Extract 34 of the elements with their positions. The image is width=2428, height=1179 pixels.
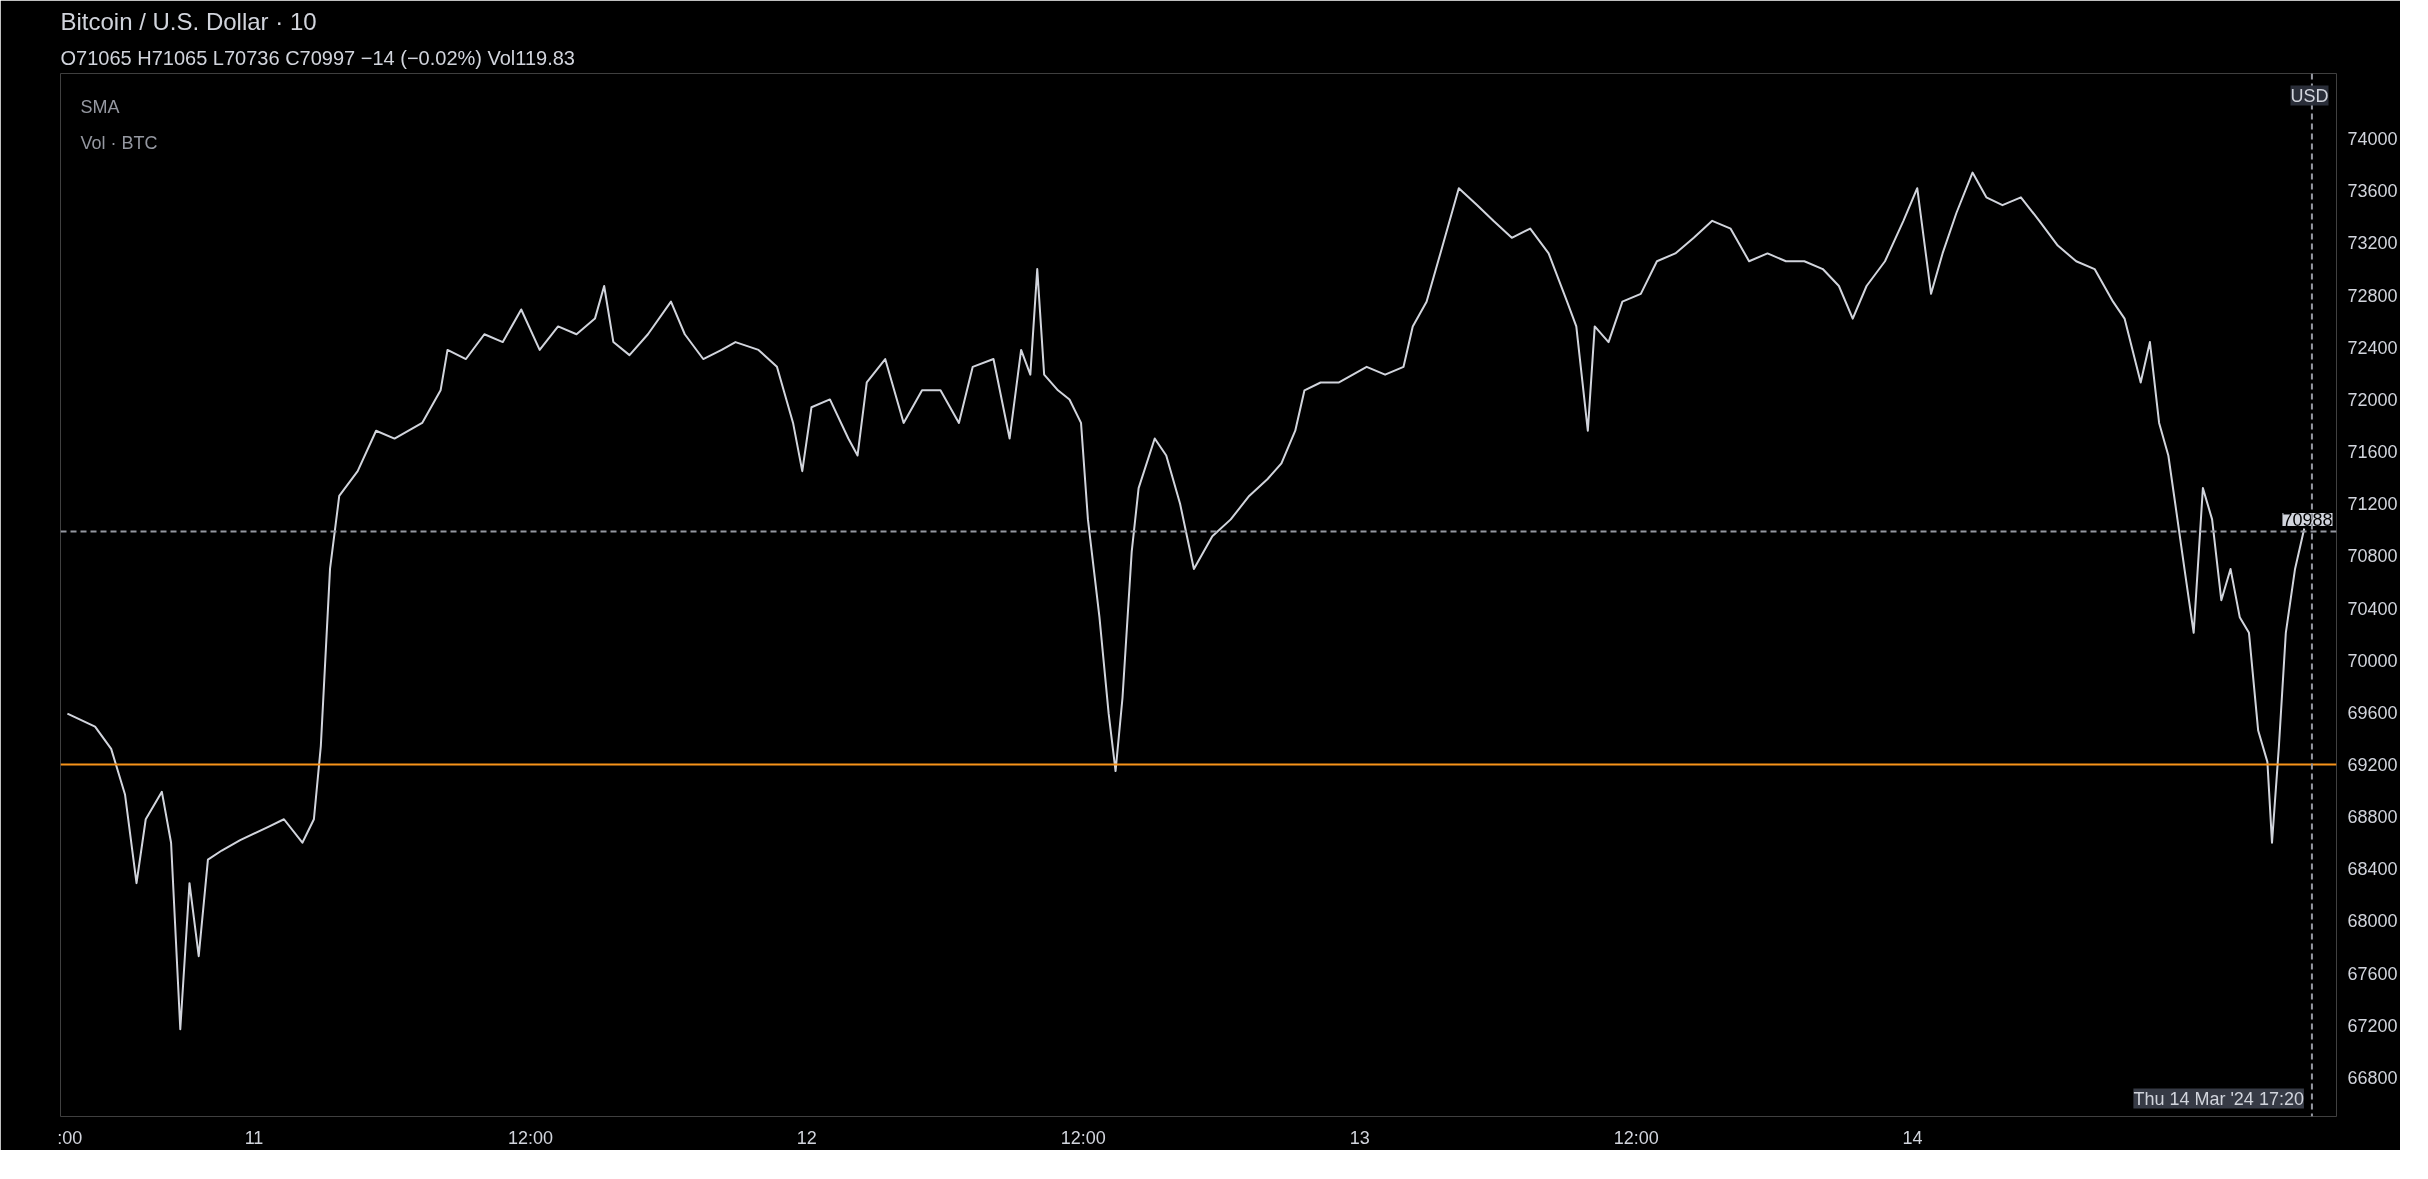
y-tick-label: 70800 (2347, 546, 2398, 567)
x-tick-label: 12:00 (507, 1127, 553, 1148)
chart-subtitle: O71065 H71065 L70736 C70997 −14 (−0.02%) Vol119.83 (60, 46, 575, 69)
y-tick-label: 73600 (2347, 181, 2398, 202)
annotation: Vol · BTC (80, 132, 158, 153)
ref-line-label: Thu 14 Mar '24 17:20 (2133, 1088, 2304, 1109)
x-tick-label: 12:00 (1613, 1127, 1659, 1148)
x-tick-label: 13 (1349, 1127, 1370, 1148)
y-tick-label: 73200 (2347, 233, 2398, 254)
y-tick-label: 70400 (2347, 598, 2398, 619)
y-tick-label: 68800 (2347, 807, 2398, 828)
x-tick-label: 14 (1902, 1127, 1923, 1148)
annotation: USD (2290, 85, 2329, 106)
y-tick-label: 71200 (2347, 494, 2398, 515)
x-tick-label: 12 (796, 1127, 817, 1148)
y-tick-label: 71600 (2347, 442, 2398, 463)
y-tick-label: 72000 (2347, 389, 2398, 410)
y-tick-label: 74000 (2347, 129, 2398, 150)
y-tick-label: 68400 (2347, 859, 2398, 880)
annotation: SMA (80, 96, 120, 117)
y-tick-label: 72400 (2347, 337, 2398, 358)
x-tick-label: 12:00 (1060, 1127, 1106, 1148)
y-tick-label: 66800 (2347, 1067, 2398, 1088)
y-tick-label: 70000 (2347, 650, 2398, 671)
chart-title: Bitcoin / U.S. Dollar · 10 (60, 7, 317, 35)
y-tick-label: 67200 (2347, 1015, 2398, 1036)
ref-line-label: 70988 (2282, 509, 2333, 530)
x-tick-label: :00 (57, 1127, 83, 1148)
y-tick-label: 68000 (2347, 911, 2398, 932)
y-tick-label: 69600 (2347, 702, 2398, 723)
y-tick-label: 67600 (2347, 963, 2398, 984)
x-tick-label: 11 (244, 1127, 264, 1148)
y-tick-label: 69200 (2347, 754, 2398, 775)
y-tick-label: 72800 (2347, 285, 2398, 306)
